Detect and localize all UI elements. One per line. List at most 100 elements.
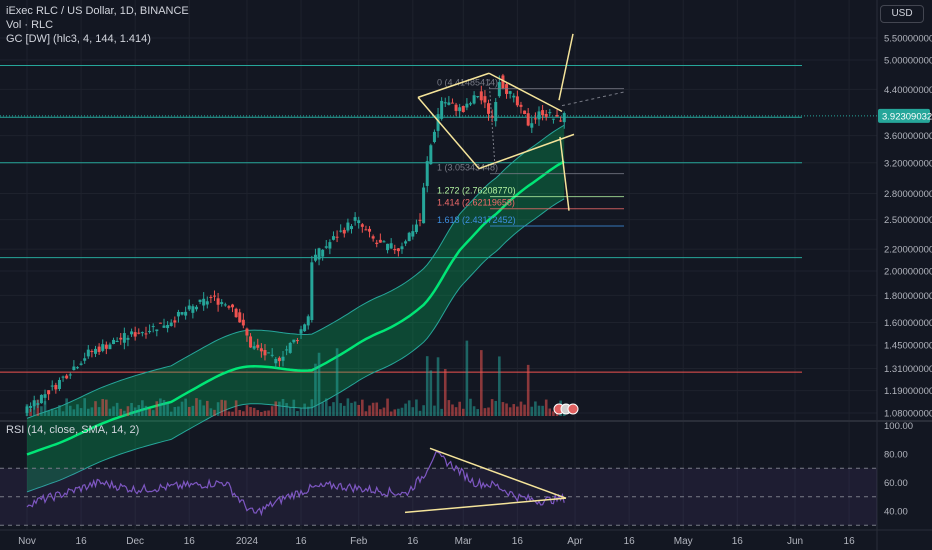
candle [126,335,130,347]
candle [72,360,76,371]
time-tick-label: 16 [512,536,524,547]
breakout-projection-down [559,136,570,211]
candle [202,292,206,311]
currency-button[interactable]: USD [880,5,924,23]
volume-bar [429,370,433,416]
candle-body [238,312,242,323]
candle-body [364,229,368,231]
candle-body [32,400,36,407]
volume-bar [386,398,389,416]
candle [389,238,393,250]
volume-bar [234,400,238,416]
time-tick-label: 16 [732,536,744,547]
candle-body [353,217,357,221]
volume-bar [94,401,97,416]
candle-body [490,115,494,118]
candle [234,307,238,318]
time-tick-label: 16 [844,536,856,547]
candle-body [389,243,393,249]
volume-bar [32,404,36,416]
volume-bar [227,411,231,416]
candle [90,349,94,358]
candle-body [432,131,436,143]
volume-bar [350,402,353,416]
volume-bar [249,407,252,416]
candle [353,212,357,226]
candle [396,248,400,257]
candle-body [43,394,47,398]
volume-bar [368,405,371,416]
candle [375,239,379,248]
price-tick-label: 2.80000000 [884,189,932,200]
candle-body [234,308,238,318]
candle [519,101,523,114]
volume-bar [252,407,256,416]
candle-body [202,298,206,306]
candle-body [285,349,289,351]
candle [299,325,303,339]
volume-bar [278,401,281,416]
candle [216,292,220,312]
candle [50,380,54,391]
candle-body [562,113,566,123]
candle-body [29,405,33,408]
candle [220,299,224,307]
volume-bar [58,405,61,416]
candle-body [137,332,141,334]
candle [79,361,83,366]
candle-body [526,113,530,126]
candles [25,73,566,417]
volume-bar [541,405,544,416]
candle [461,105,465,113]
candle [562,111,566,129]
candle-body [461,105,465,113]
candle-body [476,96,480,98]
candle [295,337,299,344]
rsi-pane: 100.00 80.00 60.00 40.00 [0,421,913,526]
candle-body [176,311,180,317]
candle-body [288,342,292,353]
volume-bar [148,408,151,416]
candle [414,219,418,234]
candle [512,93,516,103]
candle [227,305,231,310]
time-tick-label: Dec [126,536,144,547]
candle [483,90,487,109]
candle [151,323,155,333]
candle [324,239,328,249]
candle [198,299,202,305]
volume-bar [213,409,216,416]
time-tick-label: Apr [567,536,583,547]
volume-bar [537,405,541,416]
volume-bar [72,409,76,416]
candle [346,218,350,233]
candle-body [523,110,527,114]
volume-bar [86,408,90,416]
candle-body [263,350,267,356]
candle-body [479,91,483,101]
candle [252,341,256,350]
price-tick-label: 1.45000000 [884,341,932,352]
candle [479,85,483,105]
candle-body [101,344,105,351]
volume-bar [54,409,58,416]
volume-bar [552,411,555,416]
candle [400,242,404,254]
candle [97,343,101,355]
volume-bar [526,364,530,416]
volume-bar [97,407,101,416]
volume-bar [465,340,469,416]
diamond-upper-left [417,72,490,99]
candle-body [555,115,559,117]
price-tick-label: 1.80000000 [884,291,932,302]
candle-body [130,331,134,335]
candle-body [303,324,307,332]
candle-body [324,246,328,248]
candle-body [57,379,61,389]
price-tick-label: 2.20000000 [884,245,932,256]
volume-bars [25,340,566,416]
candle-body [321,249,325,257]
volume-bar [198,399,202,416]
volume-bar [299,407,303,416]
